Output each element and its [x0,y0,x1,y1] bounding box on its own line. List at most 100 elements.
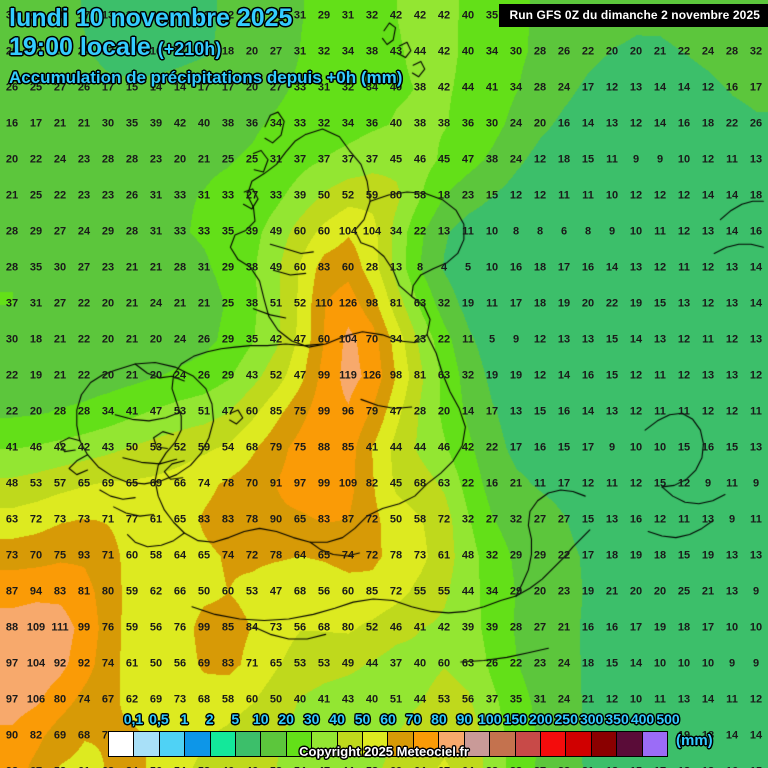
grid-value: 11 [486,297,498,310]
legend-swatch [261,732,287,756]
grid-value: 96 [341,405,355,418]
grid-value: 15 [557,441,571,454]
grid-value: 17 [654,766,666,768]
grid-value: 56 [173,657,187,670]
grid-value: 15 [750,766,762,768]
grid-value: 47 [461,153,475,166]
grid-value: 22 [413,225,427,238]
grid-value: 54 [221,441,235,454]
grid-value: 31 [149,225,163,238]
grid-value: 61 [437,549,451,562]
grid-value: 22 [725,117,739,130]
grid-value: 12 [605,81,619,94]
grid-value: 50 [125,441,139,454]
grid-value: 20 [605,45,619,58]
grid-value: 42 [269,333,283,346]
grid-value: 126 [362,369,382,382]
grid-value: 11 [654,369,666,382]
grid-value: 85 [221,621,235,634]
grid-value: 32 [341,81,355,94]
legend-color-bar [108,731,668,757]
grid-value: 81 [413,369,427,382]
grid-value: 35 [245,333,259,346]
grid-value: 60 [245,405,259,418]
grid-value: 84 [126,766,138,768]
grid-value: 20 [77,45,91,58]
grid-value: 19 [509,369,523,382]
grid-value: 72 [245,549,259,562]
grid-value: 98 [365,297,379,310]
grid-value: 25 [29,81,43,94]
grid-value: 9 [656,153,664,166]
forecast-time-value: 19:00 locale [9,33,151,61]
grid-value: 43 [389,45,403,58]
grid-value: 43 [341,693,355,706]
grid-value: 63 [413,297,427,310]
grid-value: 16 [581,369,595,382]
legend-swatch [159,732,186,756]
grid-value: 34 [101,405,115,418]
grid-value: 15 [533,405,547,418]
grid-value: 73 [413,549,427,562]
grid-value: 21 [53,369,67,382]
legend-tick-label: 300 [579,711,604,727]
grid-value: 12 [629,405,643,418]
grid-value: 62 [125,693,139,706]
grid-value: 11 [462,225,474,238]
grid-value: 11 [462,333,474,346]
grid-value: 56 [150,766,162,768]
grid-value: 15 [630,766,642,768]
grid-value: 9 [704,477,712,490]
grid-value: 38 [437,117,451,130]
grid-value: 13 [701,513,715,526]
grid-value: 16 [677,117,691,130]
grid-value: 44 [389,441,403,454]
grid-value: 12 [677,477,691,490]
grid-value: 50 [389,513,403,526]
grid-value: 20 [653,585,667,598]
grid-value: 20 [629,585,643,598]
grid-value: 31 [149,189,163,202]
grid-value: 110 [315,297,333,310]
grid-value: 78 [245,513,259,526]
grid-value: 12 [533,153,547,166]
grid-value: 31 [317,81,331,94]
grid-value: 25 [29,189,43,202]
grid-value: 83 [221,657,235,670]
grid-value: 16 [5,117,19,130]
grid-value: 65 [197,549,211,562]
grid-value: 53 [198,766,210,768]
grid-value: 43 [245,369,259,382]
grid-value: 16 [605,621,619,634]
grid-value: 28 [413,405,427,418]
grid-value: 20 [533,585,547,598]
grid-value: 17 [101,45,115,58]
grid-value: 28 [53,405,67,418]
grid-value: 85 [269,405,283,418]
grid-value: 29 [221,333,235,346]
legend-unit-label: (mm) [676,732,713,749]
grid-value: 22 [77,369,91,382]
grid-value: 25 [677,585,691,598]
grid-value: 27 [77,261,91,274]
legend-tick-label: 90 [456,711,473,727]
legend-swatch [566,732,592,756]
grid-value: 27 [53,225,67,238]
grid-value: 68 [197,693,211,706]
grid-value: 66 [173,477,187,490]
grid-value: 60 [390,766,402,768]
grid-value: 22 [29,45,43,58]
grid-value: 12 [653,513,667,526]
grid-value: 18 [749,189,763,202]
grid-value: 44 [413,45,427,58]
grid-value: 14 [725,189,739,202]
grid-value: 63 [5,513,19,526]
grid-value: 23 [149,153,163,166]
grid-value: 83 [53,585,67,598]
grid-value: 36 [365,117,379,130]
grid-value: 119 [339,369,357,382]
grid-value: 99 [77,621,91,634]
legend-tick-label: 150 [503,711,527,727]
grid-value: 14 [701,693,715,706]
grid-value: 73 [5,549,19,562]
